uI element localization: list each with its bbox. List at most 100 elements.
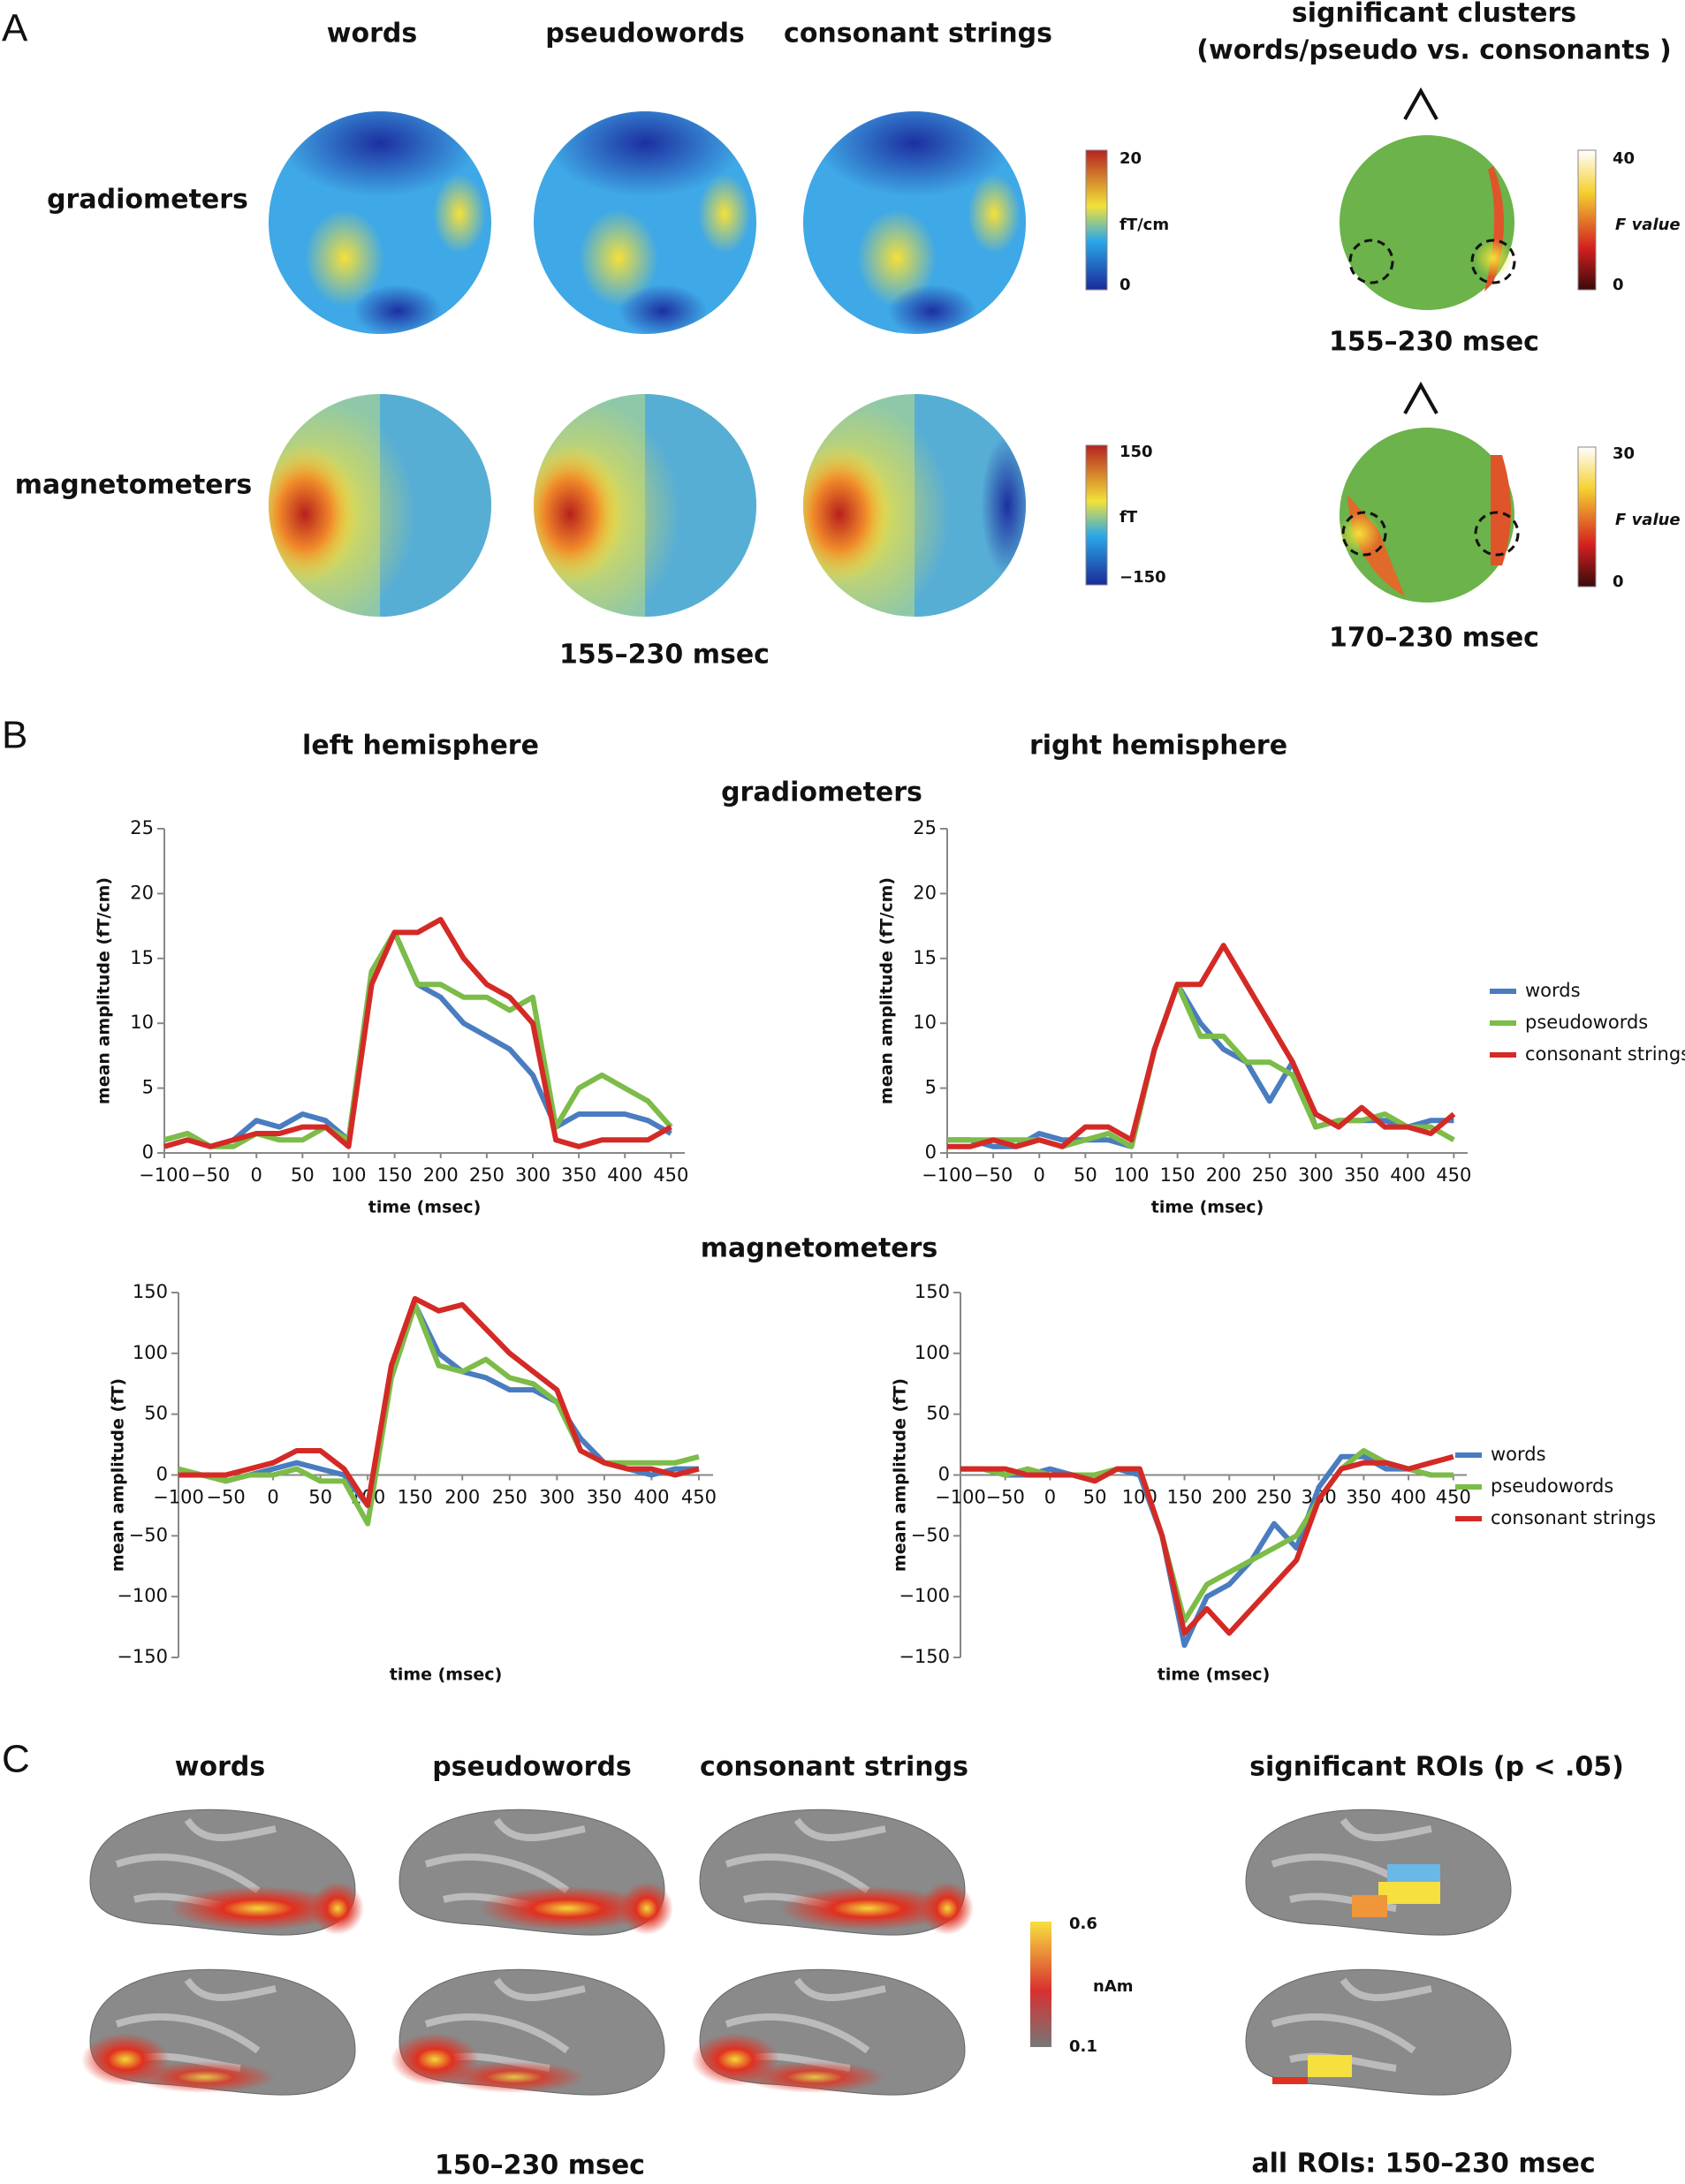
x-tick-label: 200 (1206, 1164, 1241, 1186)
y-tick-label: 5 (142, 1077, 154, 1098)
y-tick-label: 15 (130, 947, 154, 968)
topomap-blob (269, 444, 358, 585)
x-axis-label: time (msec) (1151, 1198, 1264, 1217)
x-tick-label: −50 (974, 1164, 1013, 1186)
y-tick-label: 25 (130, 817, 154, 838)
brain (1245, 1968, 1512, 2096)
clusters-title: significant clusters (1292, 0, 1576, 29)
y-tick-label: 20 (130, 882, 154, 903)
x-tick-label: 100 (1113, 1164, 1149, 1186)
brain-activity (744, 2061, 885, 2093)
y-tick-label: 100 (915, 1342, 950, 1363)
topomap (534, 394, 756, 617)
x-tick-label: 450 (653, 1164, 688, 1186)
colorbar (1577, 446, 1597, 588)
y-tick-label: 5 (925, 1077, 937, 1098)
colorbar (1030, 1922, 1051, 2047)
topomap (803, 111, 1026, 334)
x-axis-label: time (msec) (1157, 1665, 1271, 1685)
series-line (163, 916, 672, 1149)
time-label: 155–230 msec (559, 640, 770, 671)
topomap-blob (305, 209, 384, 307)
brain (1245, 1809, 1512, 1936)
brain (398, 1809, 673, 1936)
x-tick-label: −100 (139, 1164, 190, 1186)
colorbar (1577, 149, 1597, 291)
time-label: all ROIs: 150–230 msec (1251, 2149, 1595, 2180)
x-tick-label: −50 (986, 1487, 1025, 1508)
x-tick-label: 350 (1344, 1164, 1379, 1186)
cluster-map (1340, 87, 1516, 310)
y-tick-label: −50 (911, 1524, 950, 1545)
x-tick-label: 0 (251, 1164, 262, 1186)
brains (81, 1809, 1512, 2096)
x-tick-label: 300 (539, 1487, 574, 1508)
legend-label: words (1491, 1444, 1546, 1465)
y-tick-label: 50 (926, 1403, 950, 1424)
roi (1387, 1864, 1440, 1882)
y-tick-label: 10 (130, 1012, 154, 1033)
panel-label: B (2, 714, 27, 757)
row-header: magnetometers (701, 1233, 938, 1264)
colorbar-label: F value (1615, 511, 1681, 529)
x-tick-label: 300 (515, 1164, 550, 1186)
topomap-blob (698, 174, 751, 254)
x-tick-label: 0 (267, 1487, 278, 1508)
topomap-fill (269, 111, 491, 334)
panel-a: A words pseudowords consonant strings si… (2, 0, 1681, 671)
brain (391, 1968, 665, 2096)
colorbar-label: −150 (1120, 568, 1166, 587)
colorbar (1085, 444, 1108, 586)
topomap-fill (269, 394, 491, 617)
x-tick-label: −100 (153, 1487, 204, 1508)
y-tick-label: −100 (899, 1585, 950, 1606)
series-line (163, 929, 672, 1149)
x-tick-label: 50 (308, 1487, 332, 1508)
topomap-fill (803, 111, 1026, 334)
x-tick-label: 250 (469, 1164, 505, 1186)
x-tick-label: 400 (607, 1164, 642, 1186)
series-line (178, 1295, 700, 1508)
legend-label: consonant strings (1491, 1507, 1656, 1528)
brain (81, 1968, 356, 2096)
y-tick-label: 15 (913, 947, 937, 968)
x-tick-label: 350 (561, 1164, 596, 1186)
panel-c: C words pseudowords consonant strings si… (2, 1738, 1624, 2181)
brain-activity (170, 1886, 346, 1930)
colorbar-label: nAm (1093, 1977, 1134, 1996)
x-tick-label: 200 (423, 1164, 459, 1186)
x-tick-label: 50 (1083, 1487, 1107, 1508)
x-tick-label: 0 (1044, 1487, 1056, 1508)
x-tick-label: 350 (1346, 1487, 1381, 1508)
colorbar-label: 40 (1613, 149, 1635, 168)
y-axis-label: mean amplitude (fT/cm) (95, 877, 114, 1104)
line-chart: 0 5 10 15 20 25 −100 −50 0 50 100 150 200 250 300 350 40… (877, 817, 1685, 1217)
clusters-subtitle: (words/pseudo vs. consonants ) (1196, 35, 1671, 66)
colorbar-label: 0 (1120, 276, 1131, 294)
topomap-blob (968, 174, 1021, 254)
brain (691, 1968, 966, 2096)
colorbar-label: 0.6 (1069, 1915, 1097, 1933)
y-axis-label: mean amplitude (fT/cm) (877, 877, 897, 1104)
y-tick-label: 0 (938, 1464, 950, 1485)
y-tick-label: −150 (117, 1646, 168, 1667)
y-tick-label: 20 (913, 882, 937, 903)
x-tick-label: 200 (1211, 1487, 1247, 1508)
x-tick-label: 150 (398, 1487, 433, 1508)
x-tick-label: 0 (1034, 1164, 1045, 1186)
roi (1352, 1895, 1387, 1917)
topomap-blob (534, 444, 623, 585)
series-line (947, 943, 1456, 1149)
column-header: pseudowords (545, 19, 745, 49)
x-tick-label: 300 (1298, 1164, 1333, 1186)
brain-activity (311, 1882, 364, 1935)
panel-label: C (2, 1738, 30, 1781)
column-header: words (327, 19, 417, 49)
colorbar-label: 20 (1120, 149, 1142, 168)
colorbar-label: F value (1615, 216, 1681, 234)
colorbar-label: 0 (1613, 276, 1624, 294)
time-label: 170–230 msec (1329, 623, 1539, 654)
